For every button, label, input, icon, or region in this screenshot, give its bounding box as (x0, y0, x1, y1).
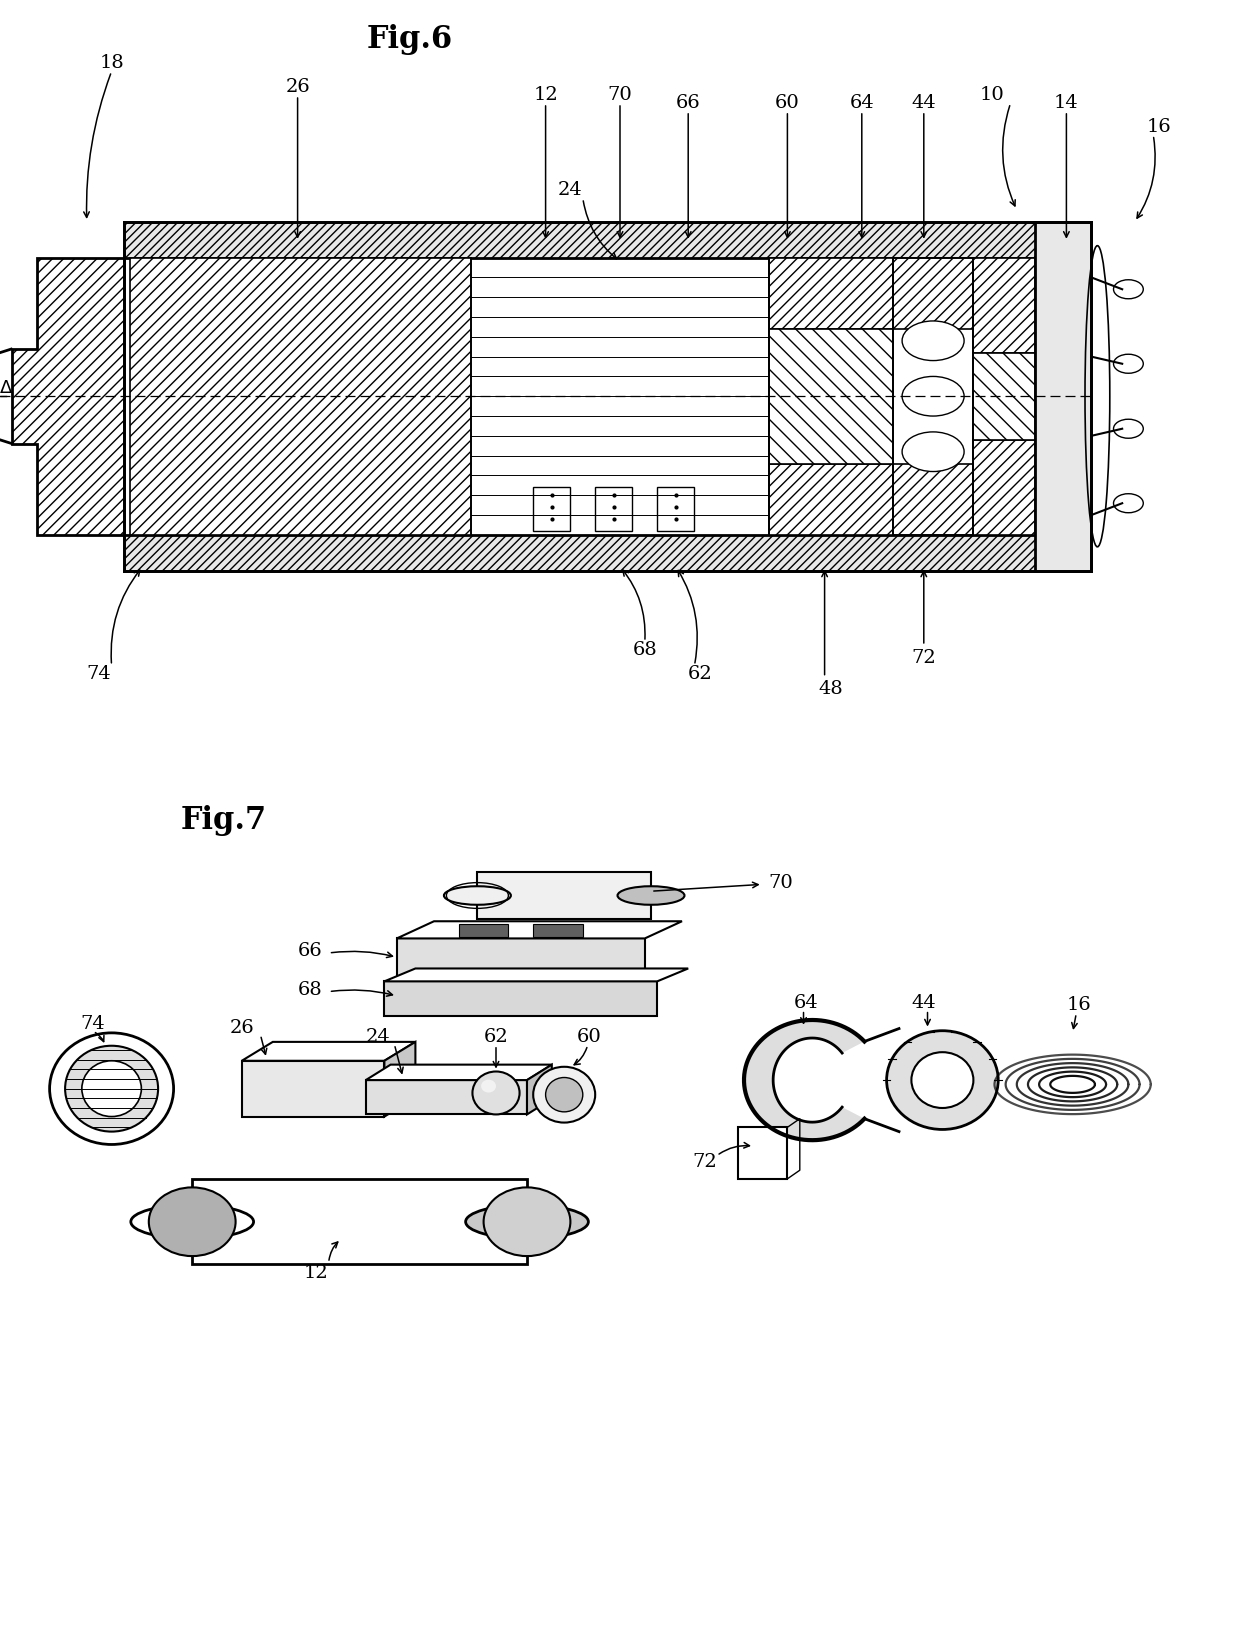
Ellipse shape (50, 1034, 174, 1144)
Ellipse shape (472, 1071, 520, 1114)
Text: Δ: Δ (0, 380, 12, 398)
Text: 64: 64 (794, 994, 818, 1012)
Ellipse shape (887, 1030, 998, 1129)
Ellipse shape (130, 1205, 253, 1238)
FancyBboxPatch shape (384, 981, 657, 1015)
Text: Fig.6: Fig.6 (366, 23, 453, 54)
FancyBboxPatch shape (459, 925, 508, 936)
Text: 64: 64 (849, 94, 874, 112)
Circle shape (1114, 355, 1143, 373)
FancyBboxPatch shape (973, 439, 1035, 535)
Text: 12: 12 (533, 86, 558, 104)
Ellipse shape (466, 1205, 588, 1238)
FancyBboxPatch shape (769, 329, 893, 464)
Polygon shape (477, 872, 651, 918)
Circle shape (901, 320, 965, 360)
Text: 24: 24 (558, 182, 583, 200)
FancyBboxPatch shape (533, 925, 583, 936)
Text: 70: 70 (608, 86, 632, 104)
Ellipse shape (911, 1052, 973, 1108)
Ellipse shape (82, 1062, 141, 1116)
Ellipse shape (484, 1187, 570, 1256)
Circle shape (901, 376, 965, 416)
Ellipse shape (149, 1187, 236, 1256)
Text: 60: 60 (577, 1029, 601, 1047)
FancyBboxPatch shape (242, 1062, 384, 1116)
Polygon shape (397, 921, 682, 938)
FancyBboxPatch shape (366, 1080, 527, 1114)
Text: 66: 66 (298, 943, 322, 961)
Text: 66: 66 (676, 94, 701, 112)
Text: 10: 10 (980, 86, 1004, 104)
Text: 62: 62 (688, 665, 713, 682)
Circle shape (901, 433, 965, 472)
Text: 70: 70 (769, 873, 794, 892)
Ellipse shape (546, 1078, 583, 1111)
Text: 62: 62 (484, 1029, 508, 1047)
FancyBboxPatch shape (1035, 221, 1091, 571)
Polygon shape (192, 1179, 527, 1265)
Circle shape (1114, 279, 1143, 299)
FancyBboxPatch shape (124, 535, 1091, 571)
Text: 14: 14 (1054, 94, 1079, 112)
FancyBboxPatch shape (130, 258, 471, 535)
Circle shape (1114, 494, 1143, 513)
Circle shape (1114, 419, 1143, 438)
FancyBboxPatch shape (595, 487, 632, 532)
Text: 74: 74 (87, 665, 112, 682)
Text: 48: 48 (818, 680, 843, 698)
Text: 26: 26 (229, 1019, 254, 1037)
FancyBboxPatch shape (769, 258, 893, 329)
Text: 16: 16 (1147, 117, 1172, 135)
Text: Fig.7: Fig.7 (180, 806, 267, 837)
FancyBboxPatch shape (973, 353, 1035, 439)
FancyBboxPatch shape (533, 487, 570, 532)
Text: 72: 72 (692, 1152, 717, 1171)
Ellipse shape (444, 887, 511, 905)
Text: 72: 72 (911, 649, 936, 667)
Text: 24: 24 (366, 1029, 391, 1047)
Polygon shape (744, 1020, 864, 1141)
Text: 44: 44 (911, 994, 936, 1012)
Text: 68: 68 (298, 981, 322, 999)
Polygon shape (384, 969, 688, 981)
Text: 26: 26 (285, 78, 310, 96)
Text: 68: 68 (632, 641, 657, 659)
Polygon shape (366, 1065, 552, 1080)
FancyBboxPatch shape (769, 464, 893, 535)
Polygon shape (527, 1065, 552, 1114)
FancyBboxPatch shape (397, 938, 645, 991)
FancyBboxPatch shape (124, 221, 1091, 258)
FancyBboxPatch shape (657, 487, 694, 532)
Ellipse shape (533, 1067, 595, 1123)
FancyBboxPatch shape (893, 258, 973, 329)
Text: 16: 16 (1066, 997, 1091, 1014)
Polygon shape (12, 258, 124, 535)
FancyBboxPatch shape (738, 1128, 787, 1179)
FancyBboxPatch shape (893, 464, 973, 535)
Text: 74: 74 (81, 1015, 105, 1034)
Text: 12: 12 (304, 1265, 329, 1283)
FancyBboxPatch shape (973, 258, 1035, 353)
Ellipse shape (481, 1080, 496, 1093)
Polygon shape (242, 1042, 415, 1062)
Polygon shape (384, 1042, 415, 1116)
Text: 60: 60 (775, 94, 800, 112)
Text: 44: 44 (911, 94, 936, 112)
Ellipse shape (618, 887, 684, 905)
Text: 18: 18 (99, 54, 124, 73)
Ellipse shape (64, 1045, 159, 1131)
